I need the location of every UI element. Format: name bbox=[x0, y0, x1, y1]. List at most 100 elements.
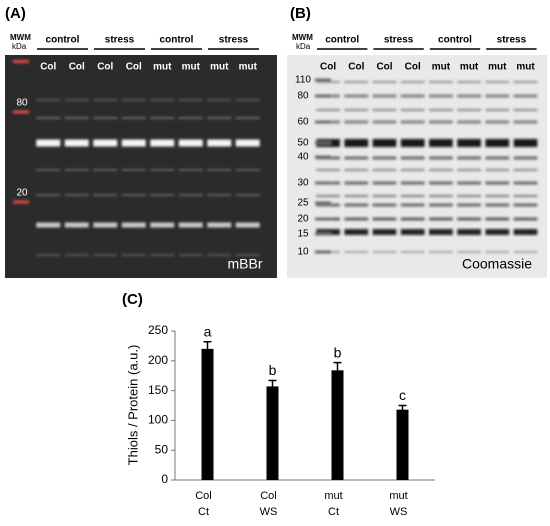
band bbox=[150, 139, 175, 147]
bar bbox=[201, 348, 214, 480]
band bbox=[372, 181, 397, 185]
band bbox=[400, 139, 425, 147]
band bbox=[64, 117, 89, 119]
band bbox=[372, 156, 397, 160]
band bbox=[344, 229, 369, 235]
band bbox=[457, 109, 481, 111]
band bbox=[36, 194, 61, 196]
band bbox=[400, 229, 425, 235]
band bbox=[36, 117, 61, 119]
band bbox=[485, 156, 510, 160]
stain-label: Coomassie bbox=[462, 256, 532, 272]
band bbox=[485, 203, 510, 207]
x-tick-label: WS bbox=[390, 506, 408, 518]
lane-label: Col bbox=[348, 62, 364, 73]
band bbox=[513, 109, 538, 111]
group-label: stress bbox=[105, 35, 135, 46]
group-label: stress bbox=[219, 35, 249, 46]
band bbox=[513, 229, 538, 235]
band bbox=[400, 109, 425, 111]
kda-label: kDa bbox=[296, 42, 311, 51]
marker-band bbox=[13, 60, 29, 63]
band bbox=[64, 139, 89, 147]
band bbox=[429, 120, 453, 124]
band bbox=[457, 195, 481, 197]
band bbox=[64, 254, 89, 256]
band bbox=[429, 195, 453, 197]
y-axis-label: Thiols / Protein (a.u.) bbox=[125, 345, 140, 466]
band bbox=[316, 195, 340, 197]
marker-band bbox=[315, 201, 331, 205]
band bbox=[235, 254, 260, 256]
marker-label: 50 bbox=[297, 138, 309, 149]
band bbox=[372, 169, 397, 171]
band bbox=[457, 181, 481, 185]
band bbox=[316, 203, 340, 207]
group-label: stress bbox=[384, 35, 414, 46]
marker-label: 25 bbox=[297, 198, 309, 209]
band bbox=[64, 194, 89, 196]
band bbox=[513, 251, 538, 253]
group-label: control bbox=[46, 35, 80, 46]
band bbox=[513, 217, 538, 221]
band bbox=[400, 251, 425, 253]
band bbox=[485, 139, 510, 147]
marker-label: 20 bbox=[16, 188, 28, 199]
band bbox=[316, 81, 340, 83]
band bbox=[457, 156, 481, 160]
band bbox=[121, 99, 146, 101]
group-label: control bbox=[325, 35, 359, 46]
band bbox=[178, 222, 203, 228]
band bbox=[121, 194, 146, 196]
marker-label: 110 bbox=[295, 75, 311, 86]
band bbox=[344, 217, 369, 221]
x-tick-label: WS bbox=[260, 506, 278, 518]
band bbox=[400, 94, 425, 98]
band bbox=[316, 229, 340, 235]
band bbox=[372, 217, 397, 221]
band bbox=[457, 81, 481, 83]
annotation: b bbox=[334, 344, 342, 360]
band bbox=[64, 169, 89, 171]
lane-label: Col bbox=[405, 62, 421, 73]
y-tick-label: 100 bbox=[148, 413, 168, 427]
band bbox=[400, 156, 425, 160]
y-tick-label: 250 bbox=[148, 323, 168, 337]
band bbox=[178, 99, 203, 101]
band bbox=[513, 203, 538, 207]
band bbox=[429, 203, 453, 207]
band bbox=[150, 117, 175, 119]
band bbox=[513, 195, 538, 197]
band bbox=[485, 217, 510, 221]
band bbox=[344, 169, 369, 171]
band bbox=[93, 254, 118, 256]
band bbox=[235, 169, 260, 171]
lane-label: mut bbox=[488, 62, 507, 73]
band bbox=[372, 203, 397, 207]
marker-band bbox=[315, 94, 331, 98]
band bbox=[372, 94, 397, 98]
band bbox=[150, 222, 175, 228]
band bbox=[485, 195, 510, 197]
lane-label: mut bbox=[182, 62, 201, 73]
marker-band bbox=[315, 181, 331, 185]
lane-label: Col bbox=[376, 62, 392, 73]
band bbox=[485, 120, 510, 124]
panel-label: (A) bbox=[5, 5, 26, 22]
band bbox=[429, 217, 453, 221]
band bbox=[372, 251, 397, 253]
marker-label: 80 bbox=[16, 98, 28, 109]
band bbox=[457, 229, 481, 235]
band bbox=[457, 94, 481, 98]
band bbox=[457, 217, 481, 221]
band bbox=[121, 169, 146, 171]
band bbox=[457, 169, 481, 171]
band bbox=[457, 251, 481, 253]
band bbox=[485, 94, 510, 98]
lane-label: mut bbox=[153, 62, 172, 73]
band bbox=[485, 169, 510, 171]
marker-band bbox=[315, 250, 331, 254]
annotation: c bbox=[399, 387, 406, 403]
marker-band bbox=[13, 110, 29, 114]
marker-band bbox=[315, 155, 331, 159]
